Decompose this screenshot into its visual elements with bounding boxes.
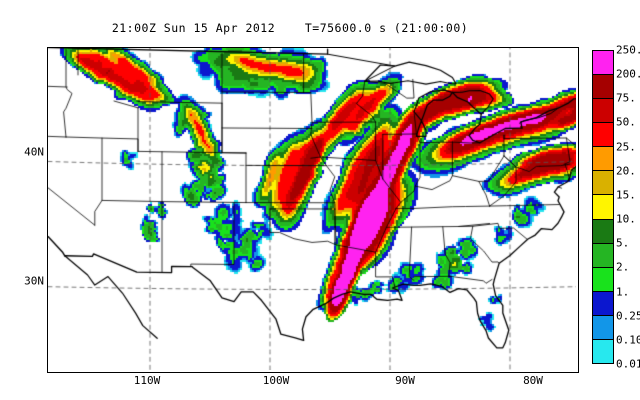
colorbar-label-10: 1. (616, 285, 630, 299)
colorbar-label-1: 200. (616, 67, 640, 81)
colorbar-label-8: 5. (616, 236, 630, 250)
colorbar-label-11: 0.25 (616, 309, 640, 323)
y-tick-label-1: 30N (24, 274, 44, 288)
colorbar-band-7 (593, 219, 613, 244)
colorbar-band-11 (593, 315, 613, 340)
colorbar-band-10 (593, 291, 613, 316)
map-plot-area (47, 47, 579, 373)
colorbar-label-9: 2. (616, 260, 630, 274)
colorbar-label-0: 250. (616, 43, 640, 57)
x-tick-label-0: 110W (133, 374, 161, 387)
figure-title: 21:00Z Sun 15 Apr 2012 T=75600.0 s (21:0… (111, 21, 469, 35)
y-tick-label-0: 40N (24, 145, 44, 159)
colorbar-label-12: 0.10 (616, 333, 640, 347)
colorbar-band-12 (593, 339, 613, 364)
colorbar-label-7: 10. (616, 212, 636, 226)
colorbar-band-6 (593, 195, 613, 220)
colorbar-label-6: 15. (616, 188, 636, 202)
colorbar-band-3 (593, 123, 613, 148)
colorbar-band-2 (593, 99, 613, 124)
colorbar-label-13: 0.01 (616, 357, 640, 371)
colorbar (592, 50, 614, 364)
precipitation-map-canvas (48, 48, 576, 370)
colorbar-label-5: 20. (616, 164, 636, 178)
colorbar-label-4: 25. (616, 140, 636, 154)
colorbar-band-0 (593, 51, 613, 76)
colorbar-band-1 (593, 75, 613, 100)
colorbar-band-4 (593, 147, 613, 172)
x-tick-label-2: 90W (395, 374, 415, 387)
colorbar-band-5 (593, 171, 613, 196)
colorbar-tick-labels: 250. 200. 75. 50. 25. 20. 15. 10. 5. 2. 1. 0.25 0.10… (616, 44, 640, 371)
colorbar-label-3: 50. (616, 115, 636, 129)
colorbar-band-9 (593, 267, 613, 292)
colorbar-band-8 (593, 243, 613, 268)
x-tick-label-3: 80W (523, 374, 543, 387)
x-tick-label-1: 100W (262, 374, 290, 387)
colorbar-label-2: 75. (616, 91, 636, 105)
